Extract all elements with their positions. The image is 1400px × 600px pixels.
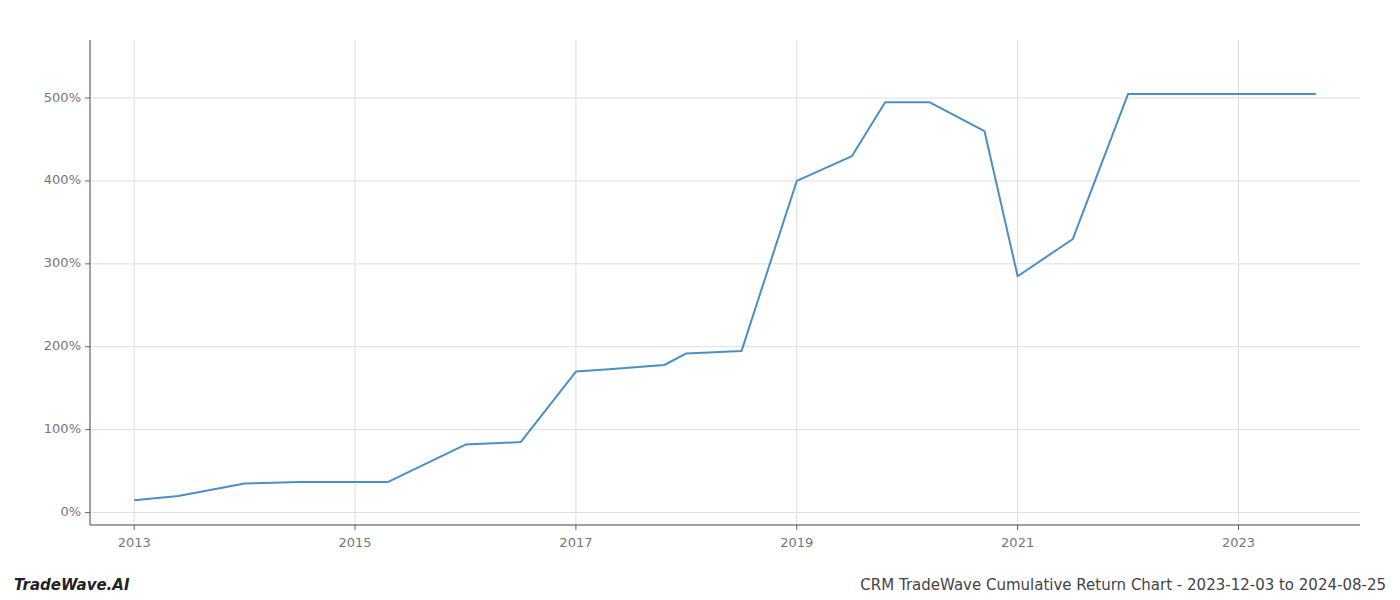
x-tick-label: 2019 <box>780 535 813 550</box>
x-tick-label: 2023 <box>1222 535 1255 550</box>
y-tick-label: 300% <box>44 255 81 270</box>
chart-title: CRM TradeWave Cumulative Return Chart - … <box>860 576 1386 594</box>
x-grid-line <box>1017 40 1018 525</box>
y-grid-line <box>90 263 1360 264</box>
y-grid-line <box>90 180 1360 181</box>
x-tick-label: 2013 <box>118 535 151 550</box>
y-tick-label: 500% <box>44 90 81 105</box>
y-tick-label: 400% <box>44 172 81 187</box>
plot-area <box>134 94 1316 500</box>
x-tick <box>1017 525 1018 530</box>
grid <box>90 40 1360 525</box>
footer-text: TradeWave.AI <box>14 576 130 594</box>
y-tick <box>85 263 90 264</box>
y-grid-line <box>90 429 1360 430</box>
y-tick-label: 0% <box>60 504 81 519</box>
x-tick <box>355 525 356 530</box>
x-tick <box>575 525 576 530</box>
x-tick <box>1238 525 1239 530</box>
x-grid-line <box>355 40 356 525</box>
x-tick-label: 2015 <box>338 535 371 550</box>
y-tick <box>85 98 90 99</box>
x-axis-line <box>90 525 1360 526</box>
data-line <box>134 94 1316 500</box>
y-tick-label: 200% <box>44 338 81 353</box>
x-grid-line <box>796 40 797 525</box>
y-axis-line <box>90 40 91 525</box>
x-grid-line <box>1238 40 1239 525</box>
axes: 0% 100% 200% 300% 400% 500% 2013 2015 2017 2019 20… <box>44 40 1360 550</box>
x-grid-line <box>575 40 576 525</box>
y-tick-label: 100% <box>44 421 81 436</box>
x-tick <box>796 525 797 530</box>
y-tick <box>85 346 90 347</box>
x-tick-label: 2017 <box>559 535 592 550</box>
y-tick <box>85 512 90 513</box>
x-tick-label: 2021 <box>1001 535 1034 550</box>
y-grid-line <box>90 512 1360 513</box>
y-grid-line <box>90 346 1360 347</box>
chart-container: 0% 100% 200% 300% 400% 500% 2013 2015 2017 2019 20… <box>0 0 1400 600</box>
y-tick <box>85 429 90 430</box>
chart-svg: 0% 100% 200% 300% 400% 500% 2013 2015 2017 2019 20… <box>0 0 1400 600</box>
x-tick <box>134 525 135 530</box>
y-tick <box>85 180 90 181</box>
x-grid-line <box>134 40 135 525</box>
y-grid-line <box>90 98 1360 99</box>
